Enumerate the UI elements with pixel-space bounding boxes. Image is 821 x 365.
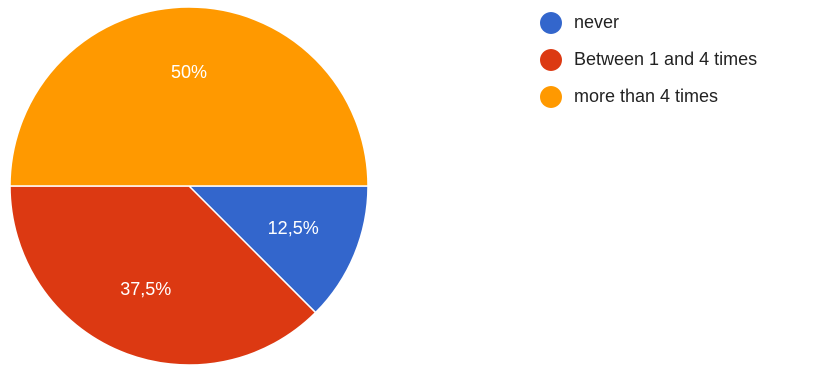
legend-label-more-than-4: more than 4 times <box>574 86 719 106</box>
legend-item-more-than-4[interactable]: more than 4 times <box>540 78 757 115</box>
legend-label-between-1-and-4: Between 1 and 4 times <box>574 49 758 69</box>
pie-slice-never[interactable] <box>187 185 369 314</box>
slice-label-more-than-4: 50% <box>171 62 207 82</box>
legend: never Between 1 and 4 times more than 4 … <box>540 4 757 115</box>
slice-label-between-1-and-4: 37,5% <box>120 279 171 299</box>
pie-slice-more-than-4[interactable] <box>9 6 369 187</box>
slice-label-never: 12,5% <box>268 218 319 238</box>
legend-item-between-1-and-4[interactable]: Between 1 and 4 times <box>540 41 757 78</box>
legend-swatch-more-than-4 <box>540 85 562 108</box>
legend-swatch-between-1-and-4 <box>540 48 562 71</box>
legend-item-never[interactable]: never <box>540 4 757 41</box>
legend-swatch-never <box>540 11 562 34</box>
legend-label-never: never <box>574 12 620 32</box>
pie-slice-between-1-and-4[interactable] <box>9 185 317 365</box>
